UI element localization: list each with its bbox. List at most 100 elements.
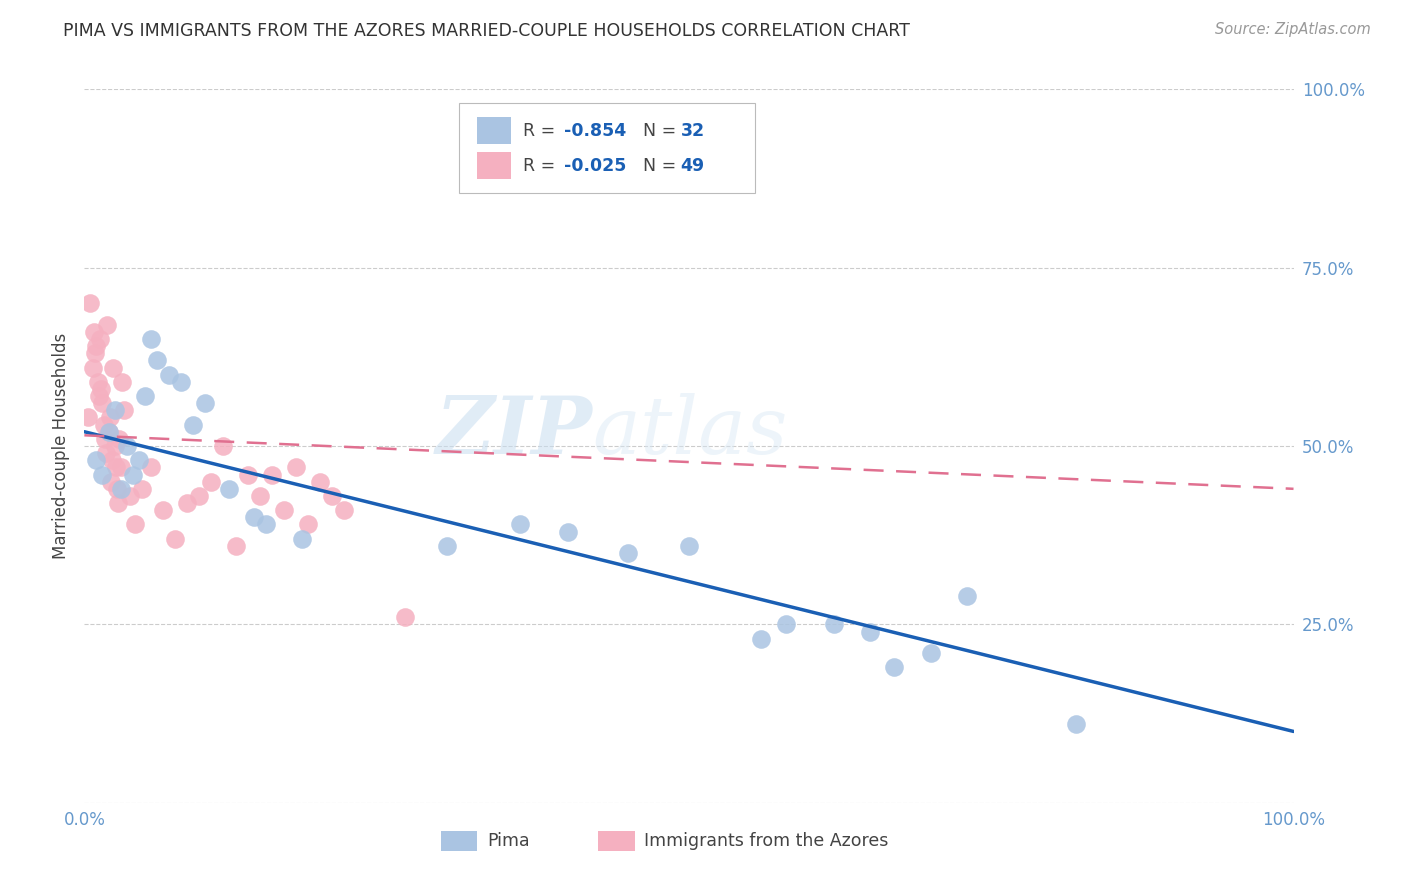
Point [112, 403, 135, 417]
Point [97, 425, 120, 439]
Point [181, 417, 204, 432]
Point [86, 375, 108, 389]
Point [194, 396, 217, 410]
Point [96, 318, 118, 332]
Text: PIMA VS IMMIGRANTS FROM THE AZORES MARRIED-COUPLE HOUSEHOLDS CORRELATION CHART: PIMA VS IMMIGRANTS FROM THE AZORES MARRI… [63, 22, 910, 40]
Point [108, 432, 131, 446]
Point [104, 439, 127, 453]
Point [509, 517, 531, 532]
Text: -0.025: -0.025 [564, 157, 627, 175]
Point [751, 632, 773, 646]
Point [110, 460, 132, 475]
Point [146, 353, 169, 368]
FancyBboxPatch shape [478, 117, 512, 145]
Point [291, 532, 314, 546]
Text: R =: R = [523, 157, 561, 175]
Point [82, 360, 104, 375]
Point [333, 503, 356, 517]
Point [111, 375, 134, 389]
Point [188, 489, 211, 503]
Point [309, 475, 332, 489]
Point [120, 489, 142, 503]
Point [104, 403, 127, 417]
Point [86, 453, 108, 467]
Point [152, 503, 174, 517]
Point [200, 475, 222, 489]
Point [176, 496, 198, 510]
Point [883, 660, 905, 674]
Point [128, 453, 150, 467]
Point [212, 439, 235, 453]
Point [859, 624, 882, 639]
Point [260, 467, 283, 482]
Point [84, 346, 107, 360]
Point [77, 410, 100, 425]
Point [93, 417, 115, 432]
Point [557, 524, 579, 539]
Point [103, 360, 125, 375]
Point [110, 482, 132, 496]
FancyBboxPatch shape [441, 831, 478, 851]
Point [115, 439, 138, 453]
Point [86, 339, 108, 353]
Point [107, 496, 129, 510]
FancyBboxPatch shape [599, 831, 634, 851]
Point [218, 482, 240, 496]
Point [242, 510, 264, 524]
Point [100, 475, 122, 489]
Point [157, 368, 180, 382]
Point [98, 410, 121, 425]
Text: -0.854: -0.854 [564, 121, 627, 139]
Point [97, 425, 120, 439]
Text: 32: 32 [681, 121, 704, 139]
Point [617, 546, 640, 560]
Text: Source: ZipAtlas.com: Source: ZipAtlas.com [1215, 22, 1371, 37]
FancyBboxPatch shape [478, 152, 512, 179]
Point [297, 517, 319, 532]
FancyBboxPatch shape [460, 103, 755, 193]
Point [91, 396, 114, 410]
Point [101, 453, 124, 467]
Point [775, 617, 797, 632]
Point [285, 460, 308, 475]
Point [165, 532, 187, 546]
Point [139, 332, 162, 346]
Point [249, 489, 271, 503]
Text: atlas: atlas [592, 393, 787, 470]
Point [321, 489, 343, 503]
Point [121, 467, 143, 482]
Point [956, 589, 979, 603]
Point [124, 517, 146, 532]
Point [90, 382, 112, 396]
Point [436, 539, 458, 553]
Point [394, 610, 416, 624]
Point [94, 446, 117, 460]
Y-axis label: Married-couple Households: Married-couple Households [52, 333, 70, 559]
Text: Immigrants from the Azores: Immigrants from the Azores [644, 832, 889, 850]
Point [134, 389, 156, 403]
Point [823, 617, 845, 632]
Text: N =: N = [633, 121, 682, 139]
Point [89, 332, 111, 346]
Point [79, 296, 101, 310]
Point [678, 539, 700, 553]
Point [1064, 717, 1087, 731]
Point [91, 467, 114, 482]
Point [94, 432, 117, 446]
Point [131, 482, 153, 496]
Point [254, 517, 277, 532]
Text: N =: N = [633, 157, 682, 175]
Point [225, 539, 247, 553]
Point [104, 460, 127, 475]
Text: ZIP: ZIP [436, 393, 592, 470]
Point [273, 503, 295, 517]
Point [105, 482, 128, 496]
Point [87, 389, 110, 403]
Text: Pima: Pima [486, 832, 530, 850]
Text: R =: R = [523, 121, 561, 139]
Point [920, 646, 942, 660]
Point [139, 460, 162, 475]
Point [83, 325, 105, 339]
Point [236, 467, 259, 482]
Point [170, 375, 193, 389]
